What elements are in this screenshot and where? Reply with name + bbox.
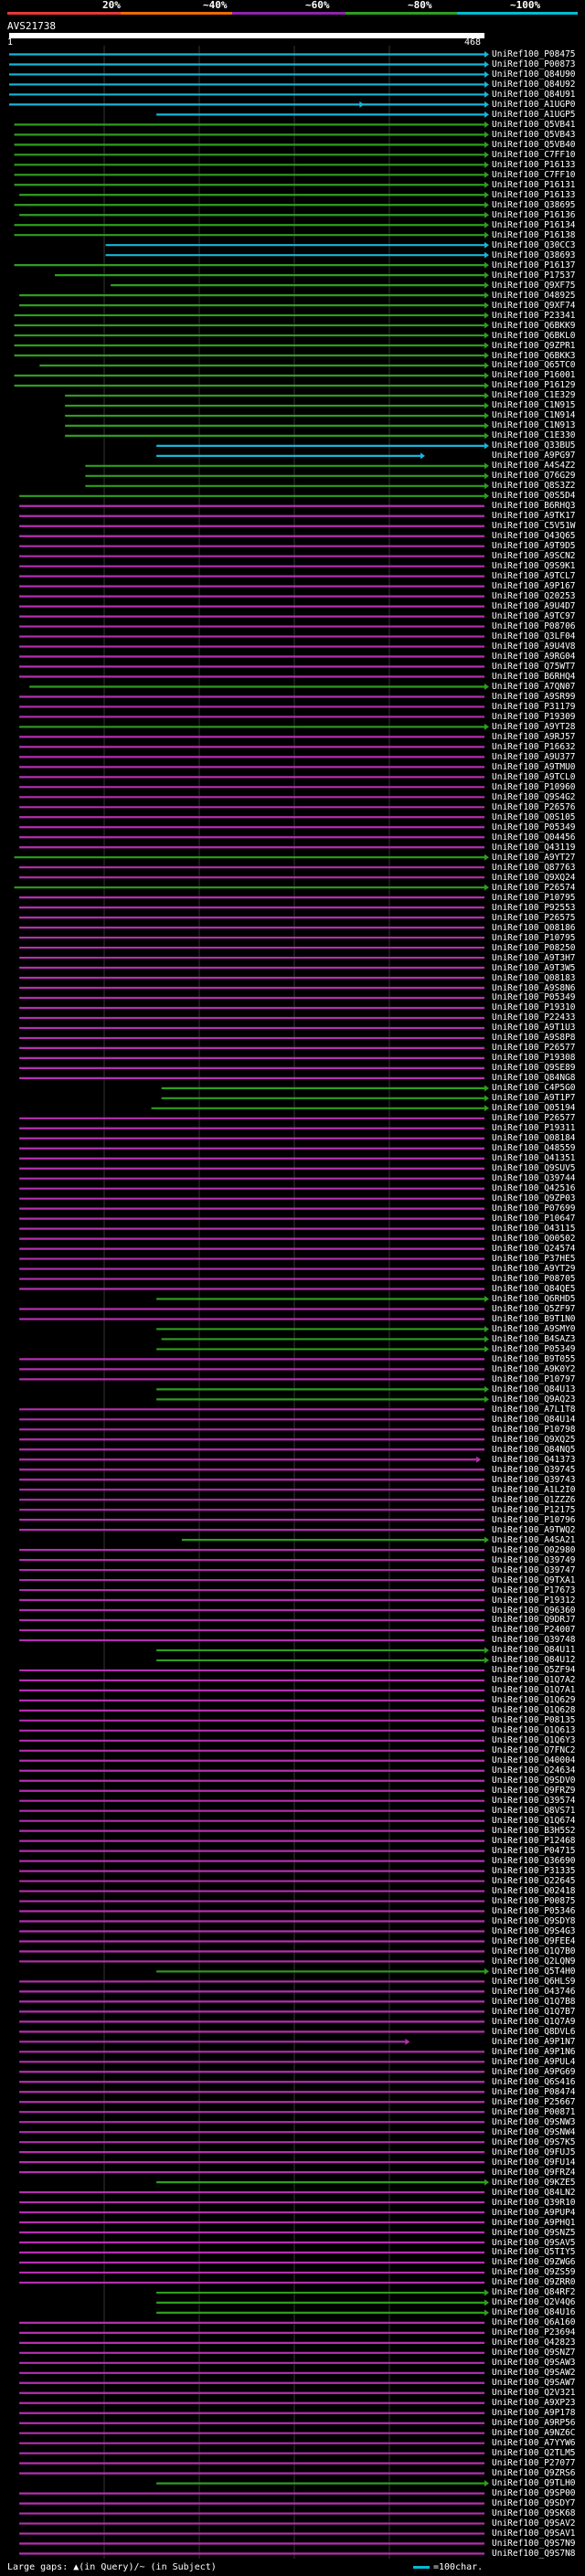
hit-end-arrow: [484, 332, 489, 339]
hit-end-arrow: [484, 402, 489, 409]
hit-end-arrow: [484, 302, 489, 309]
hit-end-arrow: [484, 482, 489, 490]
hit-end-arrow: [484, 493, 489, 500]
hit-end-arrow: [484, 60, 489, 68]
hit-end-arrow: [484, 251, 489, 259]
hit-end-arrow: [484, 191, 489, 198]
hit-end-arrow: [484, 101, 489, 108]
legend-swatch-purple: [232, 12, 346, 15]
hit-end-arrow: [484, 462, 489, 470]
hit-end-arrow: [484, 884, 489, 891]
hit-end-arrow: [484, 1085, 489, 1092]
hit-end-arrow: [484, 1385, 489, 1393]
hit-end-arrow: [484, 292, 489, 299]
hit-end-arrow: [484, 1967, 489, 1975]
legend-label-40: ~40%: [203, 0, 228, 11]
hit-end-arrow: [484, 342, 489, 349]
scale-label: =100char.: [433, 2562, 484, 2572]
hit-end-arrow: [484, 231, 489, 239]
legend-swatch-red: [7, 12, 121, 15]
hit-end-arrow: [484, 442, 489, 450]
hit-end-arrow: [484, 362, 489, 369]
hit-end-arrow: [484, 111, 489, 118]
large-gaps-legend: Large gaps: ▲(in Query)/~ (in Subject): [7, 2562, 217, 2572]
hit-end-arrow: [484, 161, 489, 168]
hit-end-arrow: [484, 723, 489, 730]
hit-end-arrow: [484, 281, 489, 289]
ruler-end-label: 468: [464, 37, 482, 48]
hit-end-arrow: [420, 452, 425, 460]
hit-end-arrow: [484, 683, 489, 690]
hit-end-arrow: [484, 181, 489, 188]
ruler-start-label: 1: [7, 37, 14, 48]
hit-end-arrow: [484, 271, 489, 279]
query-sequence-bar: [9, 33, 484, 38]
hit-end-arrow: [484, 392, 489, 399]
hit-end-arrow: [484, 472, 489, 480]
hit-end-arrow: [484, 151, 489, 158]
legend-label-20: 20%: [102, 0, 121, 11]
scale-bar: [413, 2566, 430, 2569]
hit-end-arrow: [484, 211, 489, 218]
hit-end-arrow: [484, 352, 489, 359]
hit-end-arrow: [484, 80, 489, 88]
hit-end-arrow: [484, 372, 489, 379]
hit-end-arrow: [484, 1536, 489, 1543]
legend-label-80: ~80%: [408, 0, 432, 11]
legend-label-100: ~100%: [510, 0, 541, 11]
color-legend-bar: 20% ~40% ~60% ~80% ~100%: [0, 0, 585, 15]
query-name: AVS21738: [7, 20, 56, 32]
hit-end-arrow: [484, 2299, 489, 2306]
hit-end-arrow: [484, 261, 489, 269]
hit-end-arrow: [484, 131, 489, 138]
hit-end-arrow: [484, 853, 489, 861]
hit-end-arrow: [484, 241, 489, 249]
hit-end-arrow: [484, 1325, 489, 1332]
hit-end-arrow: [484, 1335, 489, 1342]
legend-swatch-green: [346, 12, 457, 15]
hit-end-arrow: [476, 1456, 482, 1463]
hit-end-arrow: [484, 1395, 489, 1403]
hit-end-arrow: [484, 1095, 489, 1102]
hit-end-arrow: [484, 201, 489, 208]
hit-end-arrow: [484, 1296, 489, 1303]
hit-end-arrow: [484, 1647, 489, 1654]
hit-end-arrow: [484, 90, 489, 98]
hit-end-arrow: [484, 422, 489, 429]
hit-end-arrow: [484, 382, 489, 389]
hit-end-arrow: [484, 121, 489, 128]
hit-end-arrow: [484, 70, 489, 78]
hit-end-arrow: [405, 2038, 410, 2045]
hit-end-arrow: [484, 171, 489, 178]
hit-end-arrow: [484, 322, 489, 329]
hit-end-arrow: [484, 2289, 489, 2296]
hit-end-arrow: [484, 2480, 489, 2487]
hit-end-arrow: [484, 2309, 489, 2316]
hit-end-arrow: [484, 221, 489, 228]
hit-end-arrow: [484, 312, 489, 319]
legend-swatch-orange: [121, 12, 232, 15]
hit-end-arrow: [484, 141, 489, 148]
hit-end-arrow: [484, 50, 489, 58]
legend-label-60: ~60%: [305, 0, 330, 11]
hit-gap-marker: [359, 101, 365, 108]
hit-end-arrow: [484, 412, 489, 419]
legend-swatch-cyan: [457, 12, 578, 15]
hit-end-arrow: [484, 1345, 489, 1352]
hit-end-arrow: [484, 1657, 489, 1664]
hit-end-arrow: [484, 2178, 489, 2186]
hit-end-arrow: [484, 1105, 489, 1112]
hit-end-arrow: [484, 432, 489, 440]
